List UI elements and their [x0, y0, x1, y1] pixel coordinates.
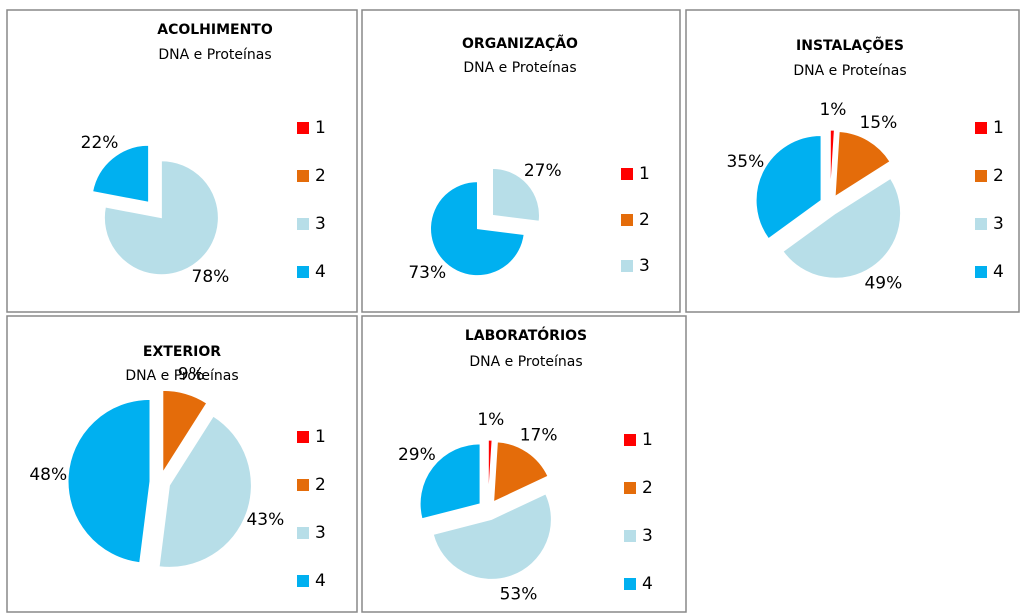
legend-label: 3	[639, 256, 650, 276]
legend-label: 3	[315, 523, 326, 543]
pie-slice	[67, 398, 151, 564]
legend-swatch	[297, 170, 309, 182]
legend-label: 4	[993, 262, 1004, 282]
data-label: 15%	[859, 113, 897, 133]
data-label: 27%	[524, 161, 562, 181]
pie-slice	[493, 441, 549, 503]
chart-title: ORGANIZAÇÃO	[462, 35, 578, 52]
legend-swatch	[975, 266, 987, 278]
data-label: 35%	[726, 152, 764, 172]
legend-swatch	[621, 168, 633, 180]
legend-label: 1	[993, 118, 1004, 138]
data-label: 78%	[192, 267, 230, 287]
legend-label: 2	[315, 166, 326, 186]
data-label: 53%	[500, 585, 538, 605]
data-label: 73%	[408, 263, 446, 283]
pie-slice	[755, 134, 822, 240]
legend-label: 1	[315, 427, 326, 447]
legend-swatch	[624, 482, 636, 494]
legend-swatch	[297, 527, 309, 539]
pie-slice	[834, 130, 891, 198]
legend-swatch	[624, 530, 636, 542]
pie-slice	[419, 443, 481, 520]
legend-label: 4	[642, 574, 653, 594]
legend-label: 3	[315, 214, 326, 234]
panel	[6, 9, 358, 313]
legend-label: 2	[642, 478, 653, 498]
chart-subtitle: DNA e Proteínas	[158, 47, 271, 63]
legend-swatch	[297, 575, 309, 587]
legend-swatch	[297, 218, 309, 230]
pie-slice	[492, 167, 540, 222]
pie-slice	[432, 493, 552, 580]
chart-subtitle: DNA e Proteínas	[469, 354, 582, 370]
data-label: 43%	[246, 510, 284, 530]
data-label: 1%	[477, 410, 504, 430]
chart-subtitle: DNA e Proteínas	[463, 60, 576, 76]
data-label: 22%	[81, 133, 119, 153]
legend-label: 2	[315, 475, 326, 495]
data-label: 1%	[819, 100, 846, 120]
legend-swatch	[624, 434, 636, 446]
panel	[361, 9, 681, 313]
legend-label: 1	[639, 164, 650, 184]
panel	[361, 315, 687, 613]
data-label: 49%	[864, 274, 902, 294]
legend-swatch	[297, 266, 309, 278]
chart-title: INSTALAÇÕES	[796, 36, 904, 54]
legend-label: 1	[642, 430, 653, 450]
chart-subtitle: DNA e Proteínas	[793, 63, 906, 79]
chart-title: LABORATÓRIOS	[465, 326, 587, 344]
pie-slice	[487, 439, 493, 501]
legend-swatch	[975, 170, 987, 182]
legend-swatch	[297, 479, 309, 491]
legend-swatch	[621, 214, 633, 226]
panel	[6, 315, 358, 613]
data-label: 48%	[29, 465, 67, 485]
chart-title: ACOLHIMENTO	[157, 22, 273, 38]
pie-slice	[429, 181, 525, 277]
panel	[685, 9, 1020, 313]
data-label: 17%	[520, 426, 558, 446]
legend-label: 4	[315, 571, 326, 591]
pie-slice	[162, 389, 208, 475]
pie-slice	[829, 129, 835, 196]
pie-slice	[158, 415, 252, 568]
legend-swatch	[975, 218, 987, 230]
legend-swatch	[297, 431, 309, 443]
pie-slice	[103, 160, 219, 276]
chart-subtitle: DNA e Proteínas	[125, 368, 238, 384]
legend-label: 2	[993, 166, 1004, 186]
legend-label: 2	[639, 210, 650, 230]
data-label: 29%	[398, 445, 436, 465]
legend-swatch	[624, 578, 636, 590]
legend-swatch	[621, 260, 633, 272]
pie-slice	[782, 177, 902, 279]
legend-label: 3	[993, 214, 1004, 234]
legend-label: 4	[315, 262, 326, 282]
pie-slice	[92, 144, 150, 203]
chart-title: EXTERIOR	[143, 344, 221, 360]
legend-label: 1	[315, 118, 326, 138]
legend-label: 3	[642, 526, 653, 546]
legend-swatch	[975, 122, 987, 134]
data-label: 9%	[178, 364, 205, 384]
legend-swatch	[297, 122, 309, 134]
